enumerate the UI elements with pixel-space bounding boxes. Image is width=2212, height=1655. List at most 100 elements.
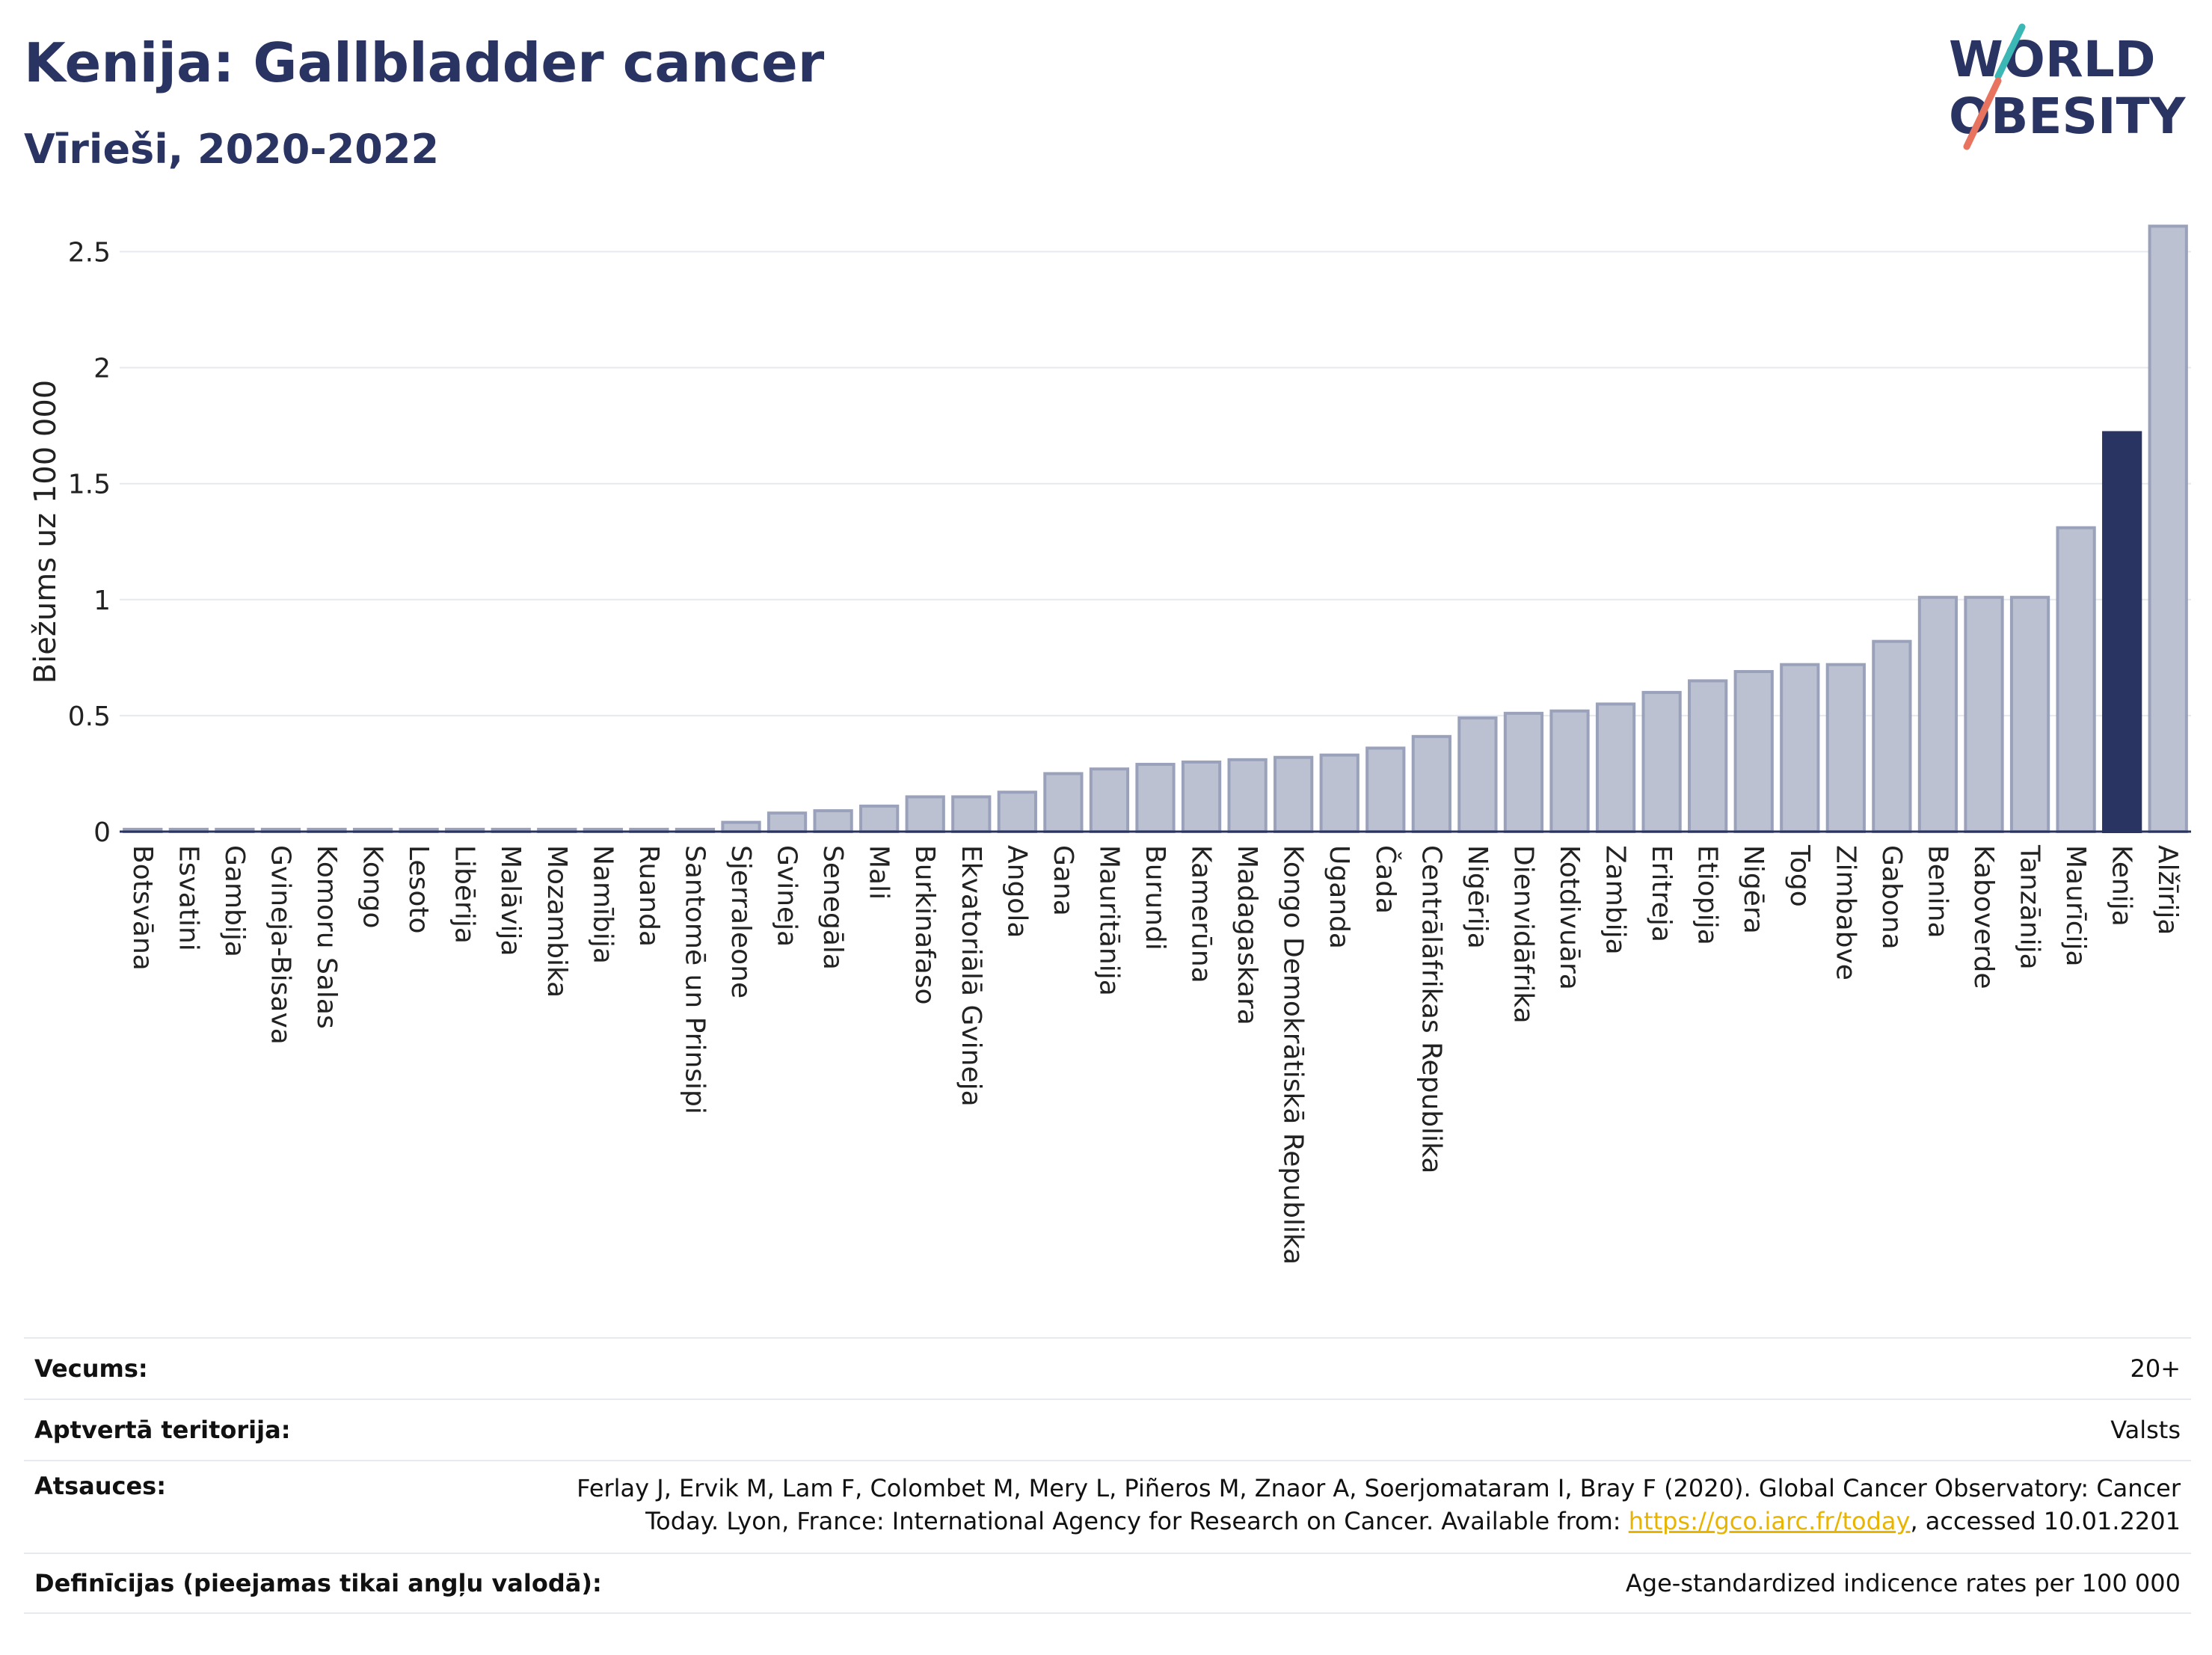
reference-line-2: Today. Lyon, France: International Agenc… <box>645 1507 2181 1535</box>
bar <box>1181 760 1222 834</box>
bar-highlight <box>2102 431 2142 833</box>
x-tick-label: Botsvāna <box>127 845 158 971</box>
x-tick-label: Kaboverde <box>1968 845 1999 989</box>
world-obesity-logo: WORLD OBESITY <box>1949 23 2187 150</box>
x-tick-label: Zambija <box>1600 845 1631 955</box>
bar <box>1411 734 1451 833</box>
x-tick-label: Maurīcija <box>2060 845 2091 967</box>
bar <box>1595 702 1636 834</box>
x-tick-label: Ruanda <box>633 845 664 947</box>
x-tick-label: Madagaskara <box>1232 845 1262 1025</box>
bar <box>1917 595 1958 833</box>
x-tick-label: Kenija <box>2107 845 2137 927</box>
x-tick-labels: Botsvāna Esvatini Gambija Gvineja-Bisava Kom… <box>127 844 2183 1265</box>
bar <box>1872 639 1912 833</box>
x-tick-label: Namībija <box>587 845 618 964</box>
bar <box>905 795 945 833</box>
bar <box>1319 753 1360 834</box>
y-tick-label: 1.5 <box>68 470 111 500</box>
bar <box>1274 755 1314 833</box>
bar <box>721 820 761 833</box>
x-tick-label: Benina <box>1922 845 1953 939</box>
y-tick-label: 0 <box>93 817 111 848</box>
bar <box>1457 716 1498 834</box>
info-key-coverage: Aptvertā teritorija: <box>34 1416 291 1444</box>
reference-line-1: Ferlay J, Ervik M, Lam F, Colombet M, Me… <box>577 1474 2181 1502</box>
info-row-references: Atsauces: Ferlay J, Ervik M, Lam F, Colo… <box>24 1460 2191 1553</box>
bar <box>1089 767 1130 833</box>
y-tick-label: 1 <box>93 586 111 616</box>
x-tick-label: Sjerraleone <box>725 845 756 998</box>
bar <box>1641 690 1682 833</box>
bar <box>859 804 900 834</box>
bar <box>1780 663 1820 833</box>
x-tick-label: Gabona <box>1876 845 1907 950</box>
x-tick-label: Tanzānija <box>2015 844 2045 970</box>
x-tick-label: Santomē un Prinsipi <box>679 845 710 1114</box>
x-tick-label: Togo <box>1784 844 1815 907</box>
x-tick-label: Malāvija <box>495 845 526 957</box>
info-value-coverage: Valsts <box>2110 1416 2181 1444</box>
bar <box>1043 772 1084 834</box>
x-tick-label: Mauritānija <box>1093 845 1124 996</box>
x-tick-label: Mali <box>864 845 894 900</box>
bar <box>951 795 992 833</box>
bar <box>997 790 1037 834</box>
bar <box>1365 746 1406 834</box>
info-value-references: Ferlay J, Ervik M, Lam F, Colombet M, Me… <box>577 1472 2181 1538</box>
x-tick-label: Čada <box>1370 845 1401 914</box>
x-tick-label: Burkinafaso <box>909 845 940 1005</box>
y-tick-label: 2.5 <box>68 238 111 268</box>
x-tick-label: Zimbabve <box>1830 845 1861 980</box>
x-tick-label: Mozambika <box>541 845 572 998</box>
x-tick-label: Senegāla <box>817 845 848 970</box>
info-row-age: Vecums: 20+ <box>24 1337 2191 1398</box>
x-tick-label: Nigērija <box>1462 845 1493 949</box>
chart-subtitle: Vīrieši, 2020-2022 <box>24 126 440 173</box>
y-tick-label: 0.5 <box>68 701 111 732</box>
y-axis-label: Biežums uz 100 000 <box>28 380 63 684</box>
bar <box>1227 758 1268 833</box>
info-key-age: Vecums: <box>34 1354 148 1383</box>
x-tick-label: Etiopija <box>1692 845 1723 945</box>
info-value-definitions: Age-standardized indicence rates per 100… <box>1625 1569 2181 1597</box>
bar <box>1135 763 1176 834</box>
x-tick-label: Komoru Salas <box>311 845 342 1029</box>
x-tick-label: Kongo <box>357 845 388 929</box>
bar <box>1503 711 1544 833</box>
x-tick-label: Gvineja <box>772 845 802 947</box>
x-tick-label: Gvineja-Bisava <box>265 845 295 1045</box>
info-key-definitions: Definīcijas (pieejamas tikai angļu valod… <box>34 1569 602 1597</box>
info-row-definitions: Definīcijas (pieejamas tikai angļu valod… <box>24 1553 2191 1614</box>
x-tick-label: Centrālāfrikas Republika <box>1416 845 1446 1173</box>
bar <box>2009 595 2050 833</box>
x-tick-label: Kongo Demokrātiskā Republika <box>1278 845 1309 1265</box>
x-tick-label: Ekvatoriālā Gvineja <box>956 845 986 1107</box>
x-tick-label: Esvatini <box>173 845 203 951</box>
x-tick-label: Alžīrija <box>2152 845 2183 935</box>
y-tick-labels: 0 0.5 1 1.5 2 2.5 <box>68 238 111 848</box>
bar <box>1733 669 1774 833</box>
y-tick-label: 2 <box>93 354 111 384</box>
bar <box>2148 224 2188 834</box>
x-tick-label: Nigēra <box>1738 845 1769 934</box>
info-row-coverage: Aptvertā teritorija: Valsts <box>24 1398 2191 1460</box>
bars <box>123 224 2188 834</box>
x-tick-label: Gambija <box>219 845 250 957</box>
x-tick-label: Dienvidāfrika <box>1508 845 1538 1024</box>
x-tick-label: Gana <box>1048 845 1078 916</box>
info-key-references: Atsauces: <box>34 1472 166 1500</box>
x-tick-label: Kamerūna <box>1186 845 1217 983</box>
x-tick-label: Angola <box>1001 845 1032 938</box>
bar <box>1825 663 1866 833</box>
x-tick-label: Kotdivuāra <box>1554 845 1585 990</box>
bar <box>1549 709 1590 834</box>
bar <box>2056 526 2096 833</box>
x-tick-label: Libērija <box>449 845 480 944</box>
info-table: Vecums: 20+ Aptvertā teritorija: Valsts … <box>24 1337 2191 1614</box>
x-tick-label: Lesoto <box>403 845 434 934</box>
chart-title: Kenija: Gallbladder cancer <box>24 31 825 94</box>
bar-chart: 0 0.5 1 1.5 2 2.5 Botsvāna Esvatini Gambija Gvin… <box>28 224 2191 1265</box>
reference-link[interactable]: https://gco.iarc.fr/today <box>1628 1507 1911 1535</box>
bar <box>813 809 853 833</box>
